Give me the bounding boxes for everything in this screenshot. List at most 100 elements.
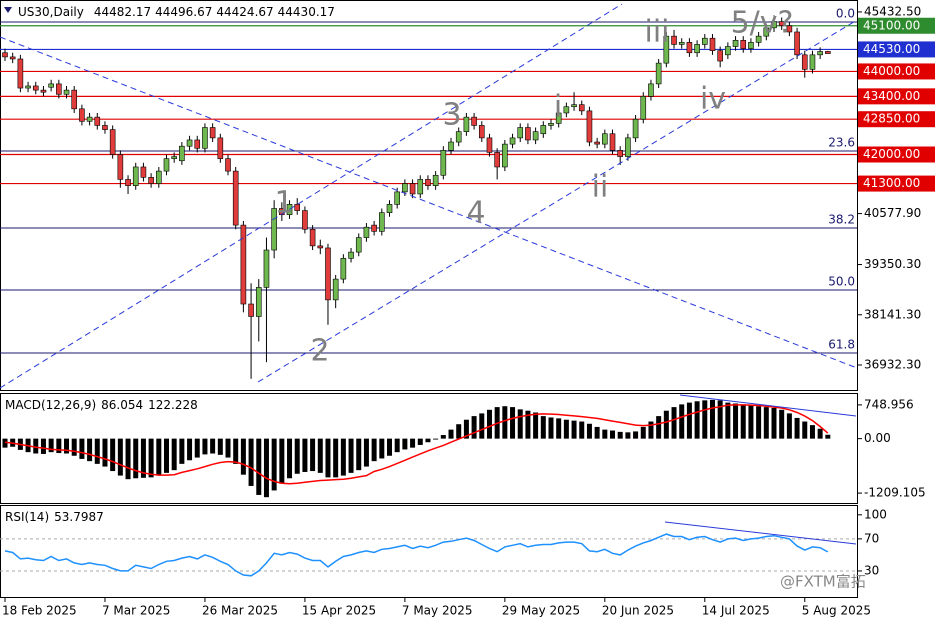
candle-body	[494, 152, 500, 168]
macd-bar	[417, 438, 423, 445]
candle-body	[602, 133, 608, 145]
macd-bar	[56, 438, 62, 454]
macd-bar	[517, 409, 523, 439]
candle-body	[194, 139, 201, 149]
wave-label: 1	[274, 186, 293, 221]
x-tick-label: 18 Feb 2025	[2, 604, 77, 618]
candle-body	[240, 224, 247, 305]
candle-body	[740, 39, 747, 49]
level-box	[858, 111, 935, 128]
y-tick-label: 40577.90	[864, 206, 921, 220]
candle-body	[409, 183, 416, 195]
macd-bar	[402, 438, 408, 450]
macd-bar	[379, 438, 385, 459]
macd-bar	[217, 438, 223, 455]
macd-bar	[779, 409, 785, 439]
macd-bar	[248, 438, 254, 486]
trend-line	[257, 19, 858, 383]
candle-body	[9, 56, 16, 60]
macd-bar	[163, 438, 169, 473]
candle-body	[102, 125, 108, 130]
main-panel-frame	[0, 0, 858, 391]
candle-body	[748, 42, 754, 49]
candle-body	[486, 137, 493, 153]
macd-bar	[325, 438, 331, 478]
macd-bar	[786, 413, 792, 439]
level-label: 42000.00	[863, 147, 920, 161]
macd-bar	[310, 438, 316, 472]
macd-bar	[171, 438, 177, 471]
y-tick-label: 30	[864, 563, 879, 577]
candle-body	[248, 303, 254, 317]
wave-label: 2	[310, 334, 329, 369]
macd-bar	[156, 438, 162, 476]
candle-body	[56, 83, 62, 95]
macd-bar	[771, 408, 777, 439]
macd-bar	[210, 438, 216, 454]
fib-label: 61.8	[828, 337, 855, 351]
macd-bar	[486, 409, 492, 439]
macd-bar	[817, 428, 823, 439]
macd-bar	[733, 403, 739, 439]
symbol-icon	[4, 7, 12, 13]
macd-bar	[440, 435, 446, 439]
candle-body	[640, 96, 647, 120]
macd-bar	[225, 438, 231, 458]
macd-bar	[510, 407, 516, 439]
candle-body	[63, 89, 70, 95]
macd-bar	[64, 438, 70, 454]
level-box	[858, 175, 935, 192]
ohlc-value: 44430.17	[278, 5, 335, 19]
candle-body	[801, 54, 808, 70]
macd-bar	[433, 438, 439, 440]
wave-label: iv	[700, 82, 726, 117]
candle-body	[25, 85, 31, 89]
candle-body	[355, 237, 362, 253]
candle-body	[471, 116, 477, 126]
macd-bar	[648, 421, 654, 439]
macd-bar	[694, 401, 700, 439]
macd-header: MACD(12,26,9) 86.054 122.228	[5, 398, 198, 412]
macd-bar	[356, 438, 362, 471]
candle-body	[717, 50, 723, 62]
macd-bar	[394, 438, 400, 453]
macd-bar	[563, 419, 569, 439]
candle-body	[363, 226, 370, 238]
wave-label: 4	[466, 196, 485, 231]
level-box	[858, 41, 935, 58]
candle-body	[156, 170, 162, 184]
candle-body	[478, 125, 485, 139]
macd-bar	[287, 438, 293, 479]
candle-body	[763, 27, 770, 37]
candle-body	[448, 141, 454, 151]
candle-body	[625, 137, 631, 157]
candle-body	[117, 154, 124, 180]
macd-bar	[717, 400, 723, 439]
candle-body	[725, 46, 731, 56]
candle-body	[340, 258, 347, 280]
macd-bar	[448, 429, 454, 439]
candle-body	[817, 51, 823, 56]
candle-body	[171, 156, 177, 159]
macd-bar	[79, 438, 85, 459]
candle-body	[148, 177, 154, 184]
wave-label: 3	[442, 98, 461, 133]
candle-body	[455, 131, 462, 143]
rsi-header: RSI(14) 53.7987	[5, 510, 104, 524]
candle-body	[332, 278, 339, 301]
candle-body	[509, 137, 516, 145]
x-tick-label: 15 Apr 2025	[302, 604, 376, 618]
macd-bar	[194, 438, 200, 458]
macd-bar	[263, 438, 269, 498]
macd-bar	[617, 431, 623, 439]
fib-label: 50.0	[828, 274, 855, 288]
candle-body	[371, 224, 377, 232]
candle-body	[701, 37, 708, 45]
candle-body	[678, 42, 685, 45]
candle-body	[202, 127, 208, 149]
candle-body	[463, 116, 470, 132]
macd-bar	[663, 410, 669, 439]
x-tick-label: 26 Mar 2025	[202, 604, 278, 618]
candle-body	[648, 83, 654, 97]
candle-body	[502, 143, 508, 168]
